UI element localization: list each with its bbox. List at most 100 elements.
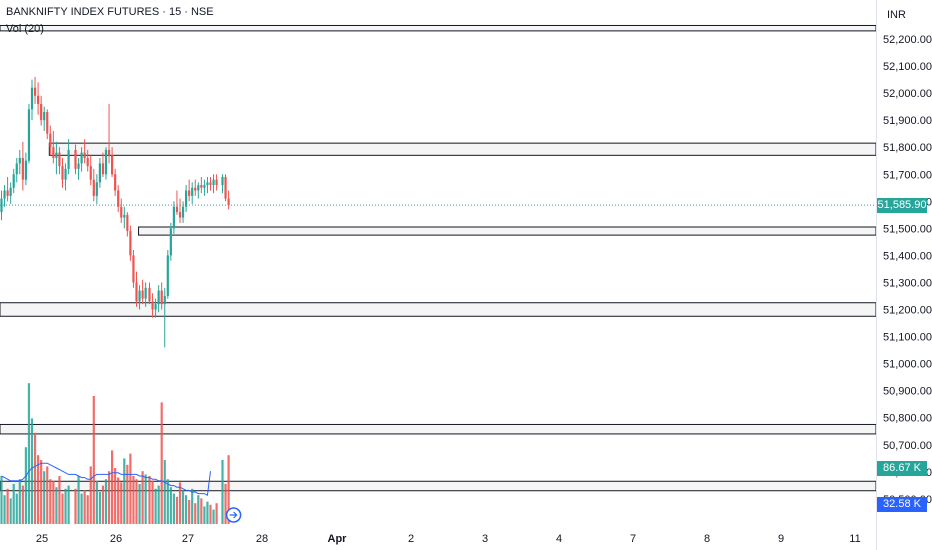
y-tick-label: 51,800.00 xyxy=(883,142,932,154)
volume-bar xyxy=(86,495,89,524)
arrow-right-icon xyxy=(229,511,238,519)
candle xyxy=(0,190,3,221)
volume-bar xyxy=(33,432,37,524)
volume-bar xyxy=(46,466,49,524)
candle-body xyxy=(12,174,15,188)
candle xyxy=(74,144,77,175)
candle xyxy=(135,271,138,307)
volume-bar xyxy=(166,479,169,524)
y-tick-label: 52,000.00 xyxy=(883,88,932,100)
volume-bar xyxy=(126,464,129,524)
volume-bar xyxy=(27,383,31,524)
candle-body xyxy=(89,166,92,180)
candle xyxy=(92,168,95,202)
candle-body xyxy=(40,103,43,121)
x-tick-label: 27 xyxy=(182,533,194,545)
currency-label[interactable]: INR xyxy=(887,9,906,21)
candle xyxy=(160,282,163,310)
x-tick-label: 7 xyxy=(630,533,636,545)
candle-body xyxy=(21,158,24,180)
candle xyxy=(181,201,185,223)
candle-body xyxy=(86,158,89,167)
candle-body xyxy=(191,187,194,196)
volume-bar xyxy=(160,402,163,524)
candle xyxy=(157,285,160,313)
candle-body xyxy=(138,290,141,302)
y-tick-label: 51,200.00 xyxy=(883,305,932,317)
volume-bar xyxy=(74,488,77,524)
x-tick-label: 2 xyxy=(408,533,414,545)
y-tick-label: 50,900.00 xyxy=(883,386,932,398)
volume-bar xyxy=(64,488,67,524)
volume-tag: 86.67 K xyxy=(877,461,927,476)
volume-bar xyxy=(6,488,9,524)
candle-body xyxy=(83,152,86,159)
x-tick-label: 26 xyxy=(110,533,122,545)
volume-bar xyxy=(61,493,64,524)
candle xyxy=(104,147,108,180)
volume-bar xyxy=(9,498,12,524)
candle xyxy=(27,103,31,164)
candle-body xyxy=(185,190,188,207)
candle xyxy=(144,282,147,307)
volume-bar xyxy=(144,474,147,524)
candle-body xyxy=(120,206,123,218)
volume-bar xyxy=(129,453,132,524)
volume-bar xyxy=(194,503,197,524)
candle-body xyxy=(27,109,31,161)
volume-bar xyxy=(89,466,92,524)
candle-body xyxy=(107,149,111,156)
candle xyxy=(6,176,9,202)
zone-4 xyxy=(0,423,877,435)
candle xyxy=(21,141,24,191)
candle-body xyxy=(163,295,166,305)
volume-bar xyxy=(138,484,141,524)
symbol-title: BANKNIFTY INDEX FUTURES · 15 · NSE xyxy=(6,6,214,18)
y-tick-label: 51,100.00 xyxy=(883,332,932,344)
volume-indicator-label[interactable]: Vol (20) xyxy=(6,23,44,35)
volume-bar xyxy=(151,480,154,524)
candle-body xyxy=(114,174,117,191)
candle xyxy=(206,176,209,194)
volume-bar xyxy=(117,477,120,524)
candle-body xyxy=(166,255,169,296)
candle xyxy=(221,174,224,194)
volume-bar xyxy=(120,482,123,524)
candle-body xyxy=(144,287,147,299)
candle-body xyxy=(141,290,144,299)
volume-bar xyxy=(67,485,70,524)
candle-body xyxy=(95,182,98,196)
volume-bar xyxy=(203,506,206,524)
zones-layer xyxy=(0,24,877,492)
y-axis: 52,200.00 52,100.00 52,000.00 51,900.00 51,8… xyxy=(883,34,932,506)
volume-bar xyxy=(37,455,40,524)
candle-body xyxy=(55,152,58,159)
candle xyxy=(67,139,70,175)
candle-body xyxy=(74,149,77,169)
candle xyxy=(61,158,64,188)
candle xyxy=(185,185,188,213)
y-tick-label: 51,400.00 xyxy=(883,250,932,262)
candle xyxy=(12,168,15,194)
volume-bar xyxy=(95,480,98,524)
volume-bar xyxy=(15,493,18,524)
candle xyxy=(175,190,179,215)
candle-body xyxy=(123,214,126,218)
volume-bar xyxy=(221,460,224,524)
candle-body xyxy=(148,287,151,302)
candle-body xyxy=(18,158,21,164)
volume-bar xyxy=(215,503,218,524)
volume-bar xyxy=(0,476,3,524)
candle-body xyxy=(64,168,67,180)
candle xyxy=(101,152,105,177)
candle xyxy=(148,282,151,305)
candle-body xyxy=(9,187,12,196)
candle-body xyxy=(15,163,18,175)
candle xyxy=(188,179,191,202)
volume-bar xyxy=(24,447,27,524)
candle xyxy=(197,182,200,199)
volume-bar xyxy=(209,504,212,524)
candle xyxy=(215,174,218,191)
candle-body xyxy=(212,179,215,186)
zone-0 xyxy=(0,24,877,32)
